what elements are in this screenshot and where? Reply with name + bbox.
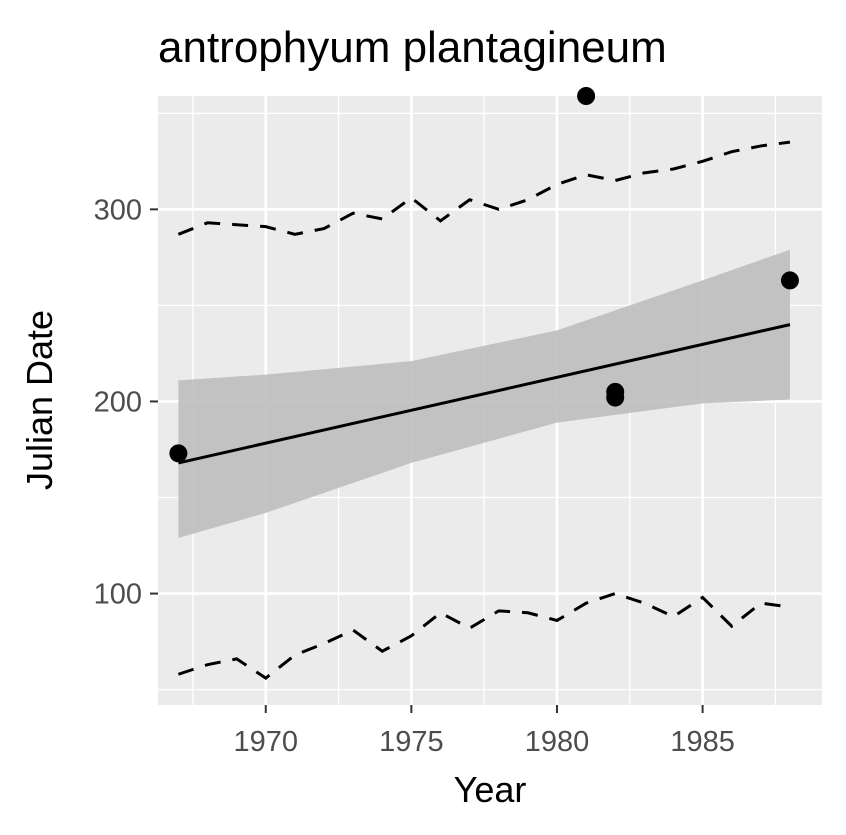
y-axis: 100 200 300 [94,194,158,611]
y-tick-label: 200 [94,386,142,418]
y-axis-title: Julian Date [19,310,60,490]
x-axis-title: Year [454,769,527,810]
lines-layer [177,140,791,680]
regression-line [178,323,791,465]
x-tick-label: 1975 [379,726,444,758]
x-axis: 1970 1975 1980 1985 [233,705,735,758]
data-point [577,87,596,105]
data-point [169,444,188,463]
x-tick-label: 1980 [525,726,590,758]
lower-dashed-line [177,591,791,680]
y-tick-label: 100 [94,579,142,611]
points-layer [169,87,799,463]
data-point [606,388,625,407]
upper-dashed-line [177,140,791,236]
y-tick-label: 300 [94,194,142,226]
data-point [780,271,799,290]
x-tick-label: 1985 [670,726,735,758]
x-tick-label: 1970 [233,726,298,758]
chart-title: antrophyum plantagineum [158,23,667,72]
